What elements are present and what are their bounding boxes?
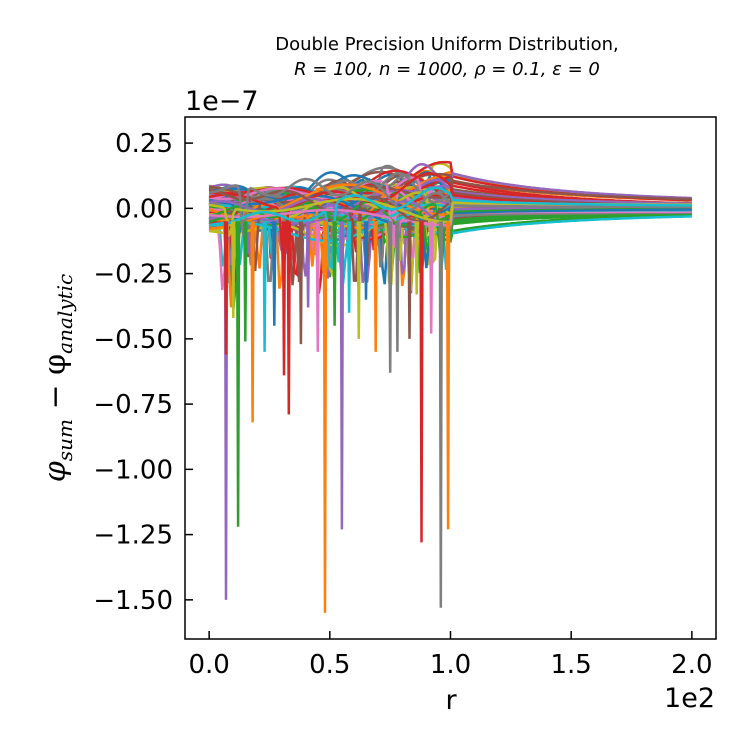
spike-line [346,221,352,313]
chart-title-line1: Double Precision Uniform Distribution, [275,34,619,55]
spike-line [363,221,369,300]
spike-line [387,221,393,373]
spike-line [356,221,361,339]
x-axis-label: r [445,685,457,716]
y-label-minus: − φ [38,354,73,419]
y-tick-label: −0.25 [93,260,173,290]
series-line [208,177,692,239]
spike-line [305,221,311,308]
y-tick-label: −1.25 [93,521,173,551]
chart-title-line2: R = 100, n = 1000, ρ = 0.1, ε = 0 [294,59,600,80]
y-tick-label: 0.25 [115,129,173,159]
spike-line [407,221,412,339]
spike-line [419,221,424,543]
x-tick-label: 1.5 [551,650,592,680]
x-offset-text: 1e2 [664,683,715,714]
spike-line [332,221,337,326]
x-ticks: 0.0 0.5 1.0 1.5 2.0 [188,631,713,680]
y-tick-label: −1.00 [93,455,173,485]
y-tick-label: 0.00 [115,194,173,224]
spike-line [298,221,304,345]
spike-line [223,221,229,355]
svg-text:φsum − φanalytic: φsum − φanalytic [38,274,77,482]
y-label-sub1: sum [53,419,77,461]
y-label-sub2: analytic [53,274,77,354]
y-axis-label: φsum − φanalytic [38,274,77,482]
y-tick-label: −0.75 [93,390,173,420]
spike-line [414,221,419,295]
spike-line [315,221,320,352]
x-tick-label: 2.0 [671,650,712,680]
y-offset-text: 1e−7 [185,86,259,117]
spike-line [445,221,451,530]
x-tick-label: 1.0 [430,650,471,680]
y-tick-label: −1.50 [93,586,173,616]
x-tick-label: 0.0 [188,650,229,680]
spike-line [235,221,241,527]
x-tick-label: 0.5 [309,650,350,680]
spike-line [339,221,345,530]
series-line [208,186,692,271]
spike-line [373,221,378,352]
spike-line [250,221,255,423]
series-group [208,160,692,310]
spike-line [322,221,328,613]
y-ticks: 0.25 0.00 −0.25 −0.50 −0.75 −1.00 −1.25 −1.50 [93,129,193,616]
spike-line [395,221,400,352]
spike-line [281,221,287,376]
spike-line [286,221,292,415]
spike-line [262,221,267,352]
spike-line [243,221,248,342]
spike-line [272,221,277,326]
series-line [208,194,692,237]
y-label-phi1: φ [38,461,73,482]
spike-line [438,221,444,608]
spike-line [428,221,434,334]
spike-group [223,221,451,613]
spike-line [231,221,236,319]
y-tick-label: −0.50 [93,325,173,355]
